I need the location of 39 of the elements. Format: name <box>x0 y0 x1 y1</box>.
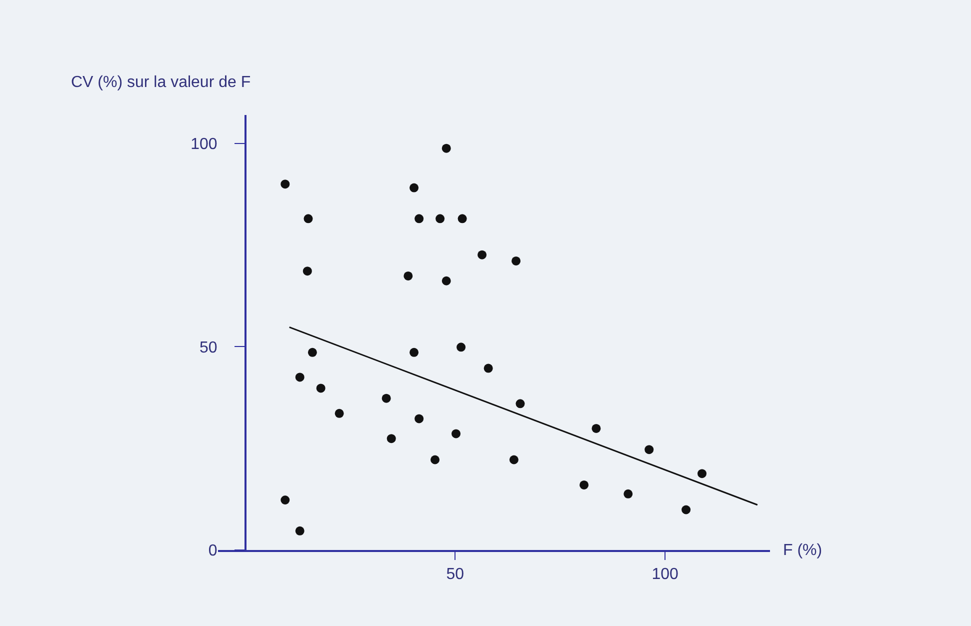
point <box>302 266 312 276</box>
point <box>280 496 290 504</box>
point <box>442 276 451 286</box>
x-axis-title: F (%) <box>783 542 822 559</box>
point <box>592 424 601 433</box>
point <box>386 434 396 444</box>
point <box>516 399 525 408</box>
point <box>410 348 419 357</box>
point <box>430 455 440 464</box>
y-tick-label: 50 <box>200 339 218 356</box>
point <box>698 469 706 478</box>
point <box>308 348 317 357</box>
point <box>624 489 633 498</box>
point <box>509 455 518 464</box>
point <box>280 180 290 189</box>
point <box>414 214 424 224</box>
point <box>478 250 487 260</box>
point <box>404 271 413 280</box>
point <box>304 214 313 224</box>
y-axis-title: CV (%) sur la valeur de F <box>71 74 251 91</box>
point <box>410 183 419 192</box>
point <box>316 384 326 393</box>
point <box>436 214 445 224</box>
point <box>452 429 461 438</box>
point <box>442 144 451 153</box>
point <box>580 480 589 490</box>
point <box>512 256 521 266</box>
y-tick-label: 100 <box>190 136 218 154</box>
point <box>458 214 467 224</box>
y-tick-label: 0 <box>208 542 218 560</box>
point <box>295 526 304 536</box>
point <box>414 414 424 424</box>
point <box>456 342 466 352</box>
point <box>644 445 654 454</box>
point <box>484 364 493 373</box>
point <box>334 408 344 418</box>
point <box>295 372 304 382</box>
point <box>682 505 691 514</box>
point <box>382 394 391 403</box>
